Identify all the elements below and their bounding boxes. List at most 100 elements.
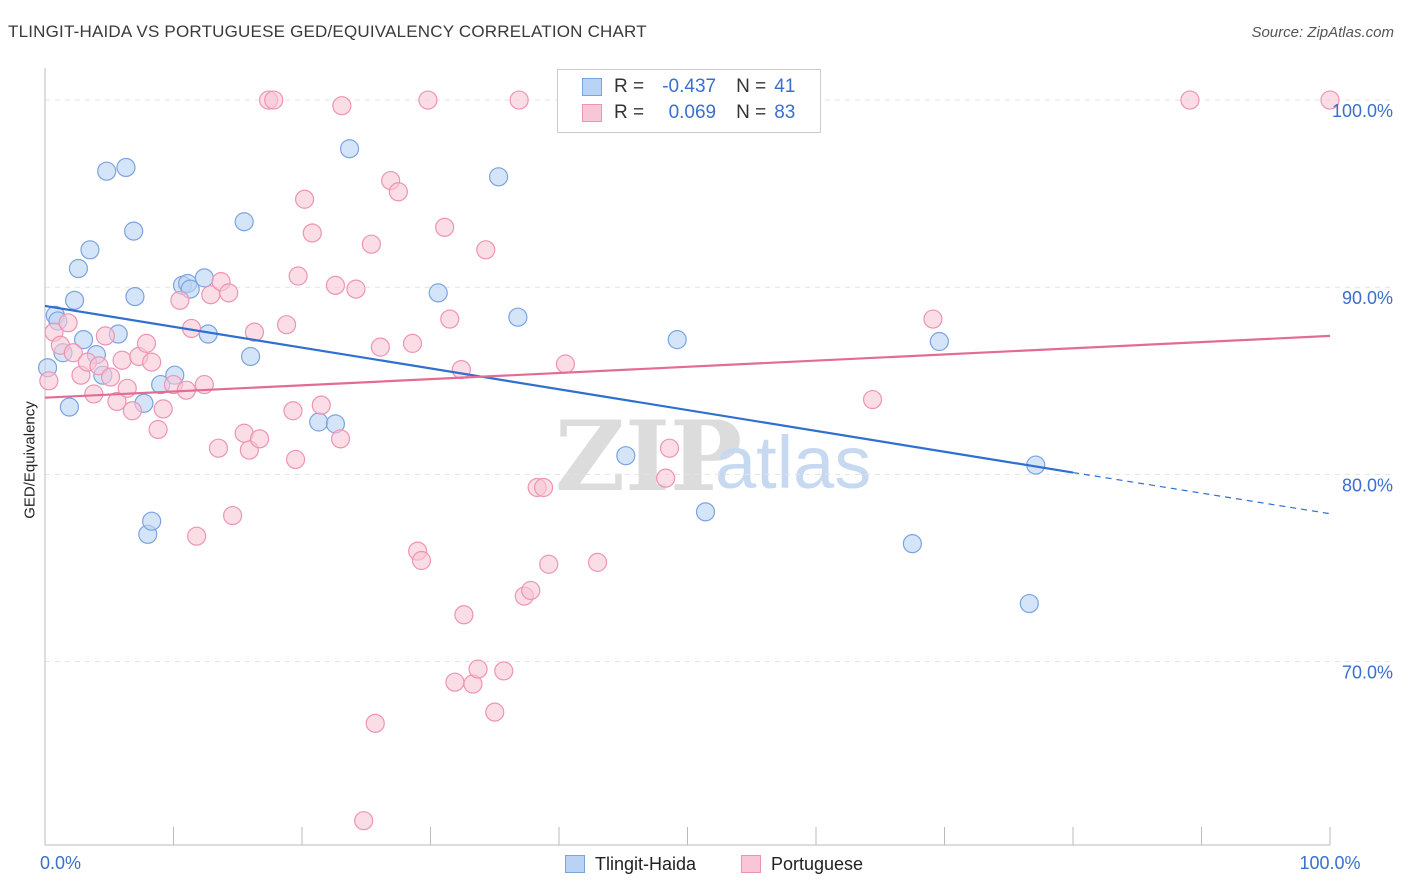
bottom-legend-label-tlingit-haida: Tlingit-Haida xyxy=(595,853,697,874)
y-tick-label: 100.0% xyxy=(1332,101,1393,121)
tlingit-haida-point xyxy=(97,161,117,181)
watermark: ZIP atlas xyxy=(555,400,871,513)
watermark-atlas: atlas xyxy=(715,421,871,504)
tlingit-haida-point xyxy=(616,446,636,466)
portuguese-point xyxy=(445,672,465,692)
tlingit-haida-point xyxy=(116,157,136,178)
source-credit: Source: ZipAtlas.com xyxy=(1251,24,1394,41)
portuguese-point xyxy=(476,240,496,260)
portuguese-point xyxy=(1180,90,1200,110)
legend-n-label: N = xyxy=(736,102,767,123)
portuguese-point xyxy=(219,283,239,303)
portuguese-point xyxy=(223,505,243,526)
legend-r-label: R = xyxy=(614,102,645,123)
portuguese-point xyxy=(249,429,270,449)
tlingit-haida-point xyxy=(339,139,360,159)
portuguese-point xyxy=(311,395,331,415)
legend-row-portuguese: R = 0.069 N = 83 xyxy=(582,100,795,126)
portuguese-point xyxy=(659,438,680,458)
axes xyxy=(44,68,1331,846)
tlingit-haida-point xyxy=(142,511,162,531)
portuguese-point xyxy=(89,356,109,376)
x-tick-label: 100.0% xyxy=(1299,853,1360,873)
legend-r-value: -0.437 xyxy=(662,76,717,97)
tlingit-haida-point xyxy=(80,240,100,260)
portuguese-point xyxy=(302,223,322,243)
portuguese-point xyxy=(411,550,432,571)
portuguese-point xyxy=(354,811,374,831)
portuguese-point xyxy=(509,90,529,110)
portuguese-point xyxy=(95,326,115,346)
portuguese-point xyxy=(285,449,306,470)
tlingit-haida-point xyxy=(73,330,94,350)
portuguese-point xyxy=(440,309,460,329)
bottom-legend-tlingit-haida: Tlingit-Haida xyxy=(565,851,696,877)
portuguese-point xyxy=(136,333,157,353)
portuguese-point xyxy=(370,337,390,357)
portuguese-point xyxy=(330,429,351,449)
portuguese-point xyxy=(170,290,190,310)
portuguese-point xyxy=(656,468,676,488)
trend-lines xyxy=(44,304,1331,515)
legend-row-tlingit-haida: R = -0.437 N = 41 xyxy=(582,74,795,100)
portuguese-point xyxy=(39,371,59,391)
legend-swatch-portuguese xyxy=(582,104,602,122)
tlingit-haida-point xyxy=(667,330,687,350)
portuguese-point xyxy=(346,279,366,299)
portuguese-point xyxy=(521,580,541,601)
tlingit-haida-point xyxy=(59,397,80,417)
y-tick-label: 70.0% xyxy=(1342,663,1393,683)
tick-labels: 100.0% 90.0% 80.0% 70.0% 0.0% 100.0% xyxy=(40,101,1393,873)
portuguese-point xyxy=(100,367,121,387)
tlingit-haida-point xyxy=(68,258,89,279)
tlingit-haida-point xyxy=(929,331,949,352)
legend-r-value: 0.069 xyxy=(668,102,717,123)
portuguese-point xyxy=(539,554,559,574)
tlingit-haida-trend-extension xyxy=(1072,471,1331,515)
legend-n-value: 83 xyxy=(774,102,796,123)
bottom-legend-label-portuguese: Portuguese xyxy=(771,853,864,874)
portuguese-trend-line xyxy=(44,334,1331,399)
portuguese-point xyxy=(388,182,408,202)
y-tick-label: 80.0% xyxy=(1342,475,1393,495)
portuguese-point xyxy=(112,350,132,370)
portuguese-point xyxy=(283,401,303,421)
portuguese-point xyxy=(587,552,608,572)
portuguese-point xyxy=(451,359,471,380)
portuguese-point xyxy=(1320,90,1340,110)
correlation-legend: R = -0.437 N = 41 R = 0.069 N = 83 xyxy=(557,69,821,133)
portuguese-point xyxy=(153,399,173,419)
watermark-zip: ZIP xyxy=(555,400,742,513)
tlingit-haida-point xyxy=(695,502,716,522)
portuguese-point xyxy=(294,189,315,209)
portuguese-point xyxy=(332,96,352,116)
tlingit-haida-point xyxy=(489,167,509,187)
bottom-legend-portuguese: Portuguese xyxy=(741,851,863,877)
bottom-legend-swatch-tlingit-haida xyxy=(565,855,585,873)
portuguese-point xyxy=(208,438,229,458)
tlingit-haida-point xyxy=(234,212,254,232)
tlingit-haida-point xyxy=(902,534,922,554)
portuguese-point xyxy=(555,354,576,374)
portuguese-point xyxy=(418,90,438,110)
bottom-legend-swatch-portuguese xyxy=(741,855,761,873)
grid-lines xyxy=(45,99,1392,663)
portuguese-point xyxy=(923,309,943,329)
portuguese-point xyxy=(468,659,488,679)
legend-n-label: N = xyxy=(736,76,767,97)
portuguese-point xyxy=(862,389,883,410)
portuguese-point xyxy=(365,713,385,733)
tlingit-haida-trend-line xyxy=(44,304,1074,474)
portuguese-point xyxy=(122,401,142,421)
tlingit-haida-point xyxy=(125,287,145,307)
y-tick-label: 90.0% xyxy=(1342,288,1393,308)
chart-title: TLINGIT-HAIDA VS PORTUGUESE GED/EQUIVALE… xyxy=(8,22,647,41)
portuguese-point xyxy=(107,391,127,412)
portuguese-point xyxy=(454,605,474,625)
portuguese-point xyxy=(485,702,505,722)
portuguese-point xyxy=(402,333,423,353)
tlingit-haida-point xyxy=(428,283,448,303)
portuguese-point xyxy=(325,275,346,295)
portuguese-point xyxy=(288,266,308,286)
